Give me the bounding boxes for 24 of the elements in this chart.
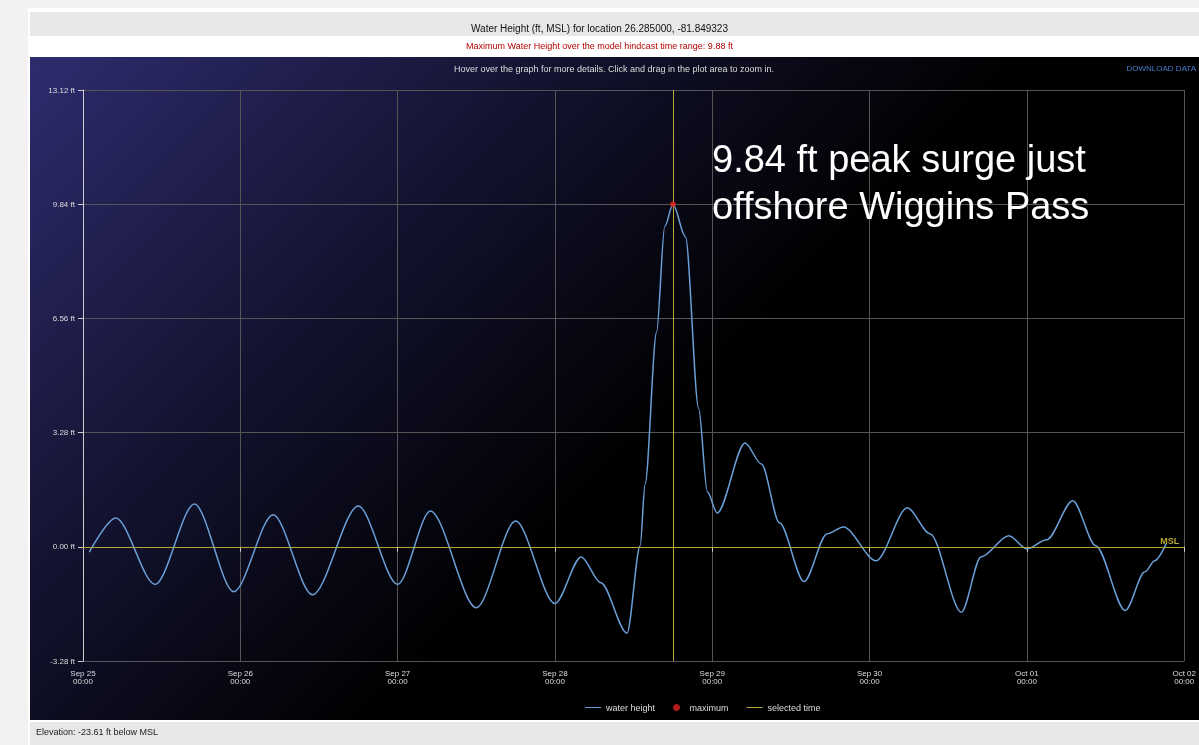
x-tick-label: Sep 28 00:00	[542, 668, 569, 686]
text: DOWNLOAD DATA	[1126, 63, 1197, 73]
ref-line-label: MSL	[1160, 535, 1180, 546]
y-tick-label: 3.28 ft	[52, 428, 76, 438]
y-tick-label: 13.12 ft	[48, 85, 76, 95]
y-tick-label: 0.00 ft	[52, 542, 76, 552]
x-tick-label: Sep 26 00:00	[227, 668, 254, 686]
x-tick-label: Sep 29 00:00	[699, 668, 726, 686]
legend-label: water height	[605, 702, 656, 713]
text: Elevation: -23.61 ft below MSL	[36, 726, 159, 737]
y-tick-label: 9.84 ft	[52, 199, 76, 209]
y-tick-label: -3.28 ft	[50, 656, 76, 666]
x-tick-label: Sep 30 00:00	[856, 668, 883, 686]
legend-label: selected time	[767, 702, 821, 713]
chart-subtitle: Maximum Water Height over the model hindcast time range: 9.88 ft	[466, 40, 734, 51]
x-tick-label: Sep 27 00:00	[384, 668, 411, 686]
chart-title: Water Height (ft, MSL) for location 26.285000, -81.849323	[471, 22, 729, 34]
annotation: 9.84 ft peak surge just offshore Wiggins Pass	[712, 137, 1097, 228]
legend-label: maximum	[689, 702, 729, 713]
x-tick-label: Oct 01 00:00	[1015, 668, 1040, 686]
y-tick-label: 6.56 ft	[52, 313, 76, 323]
x-tick-label: Oct 02 00:00	[1172, 668, 1197, 686]
text: Hover over the graph for more details. Click and drag in the plot area to zoom in.	[453, 63, 775, 74]
x-tick-label: Sep 25 00:00	[70, 668, 97, 686]
